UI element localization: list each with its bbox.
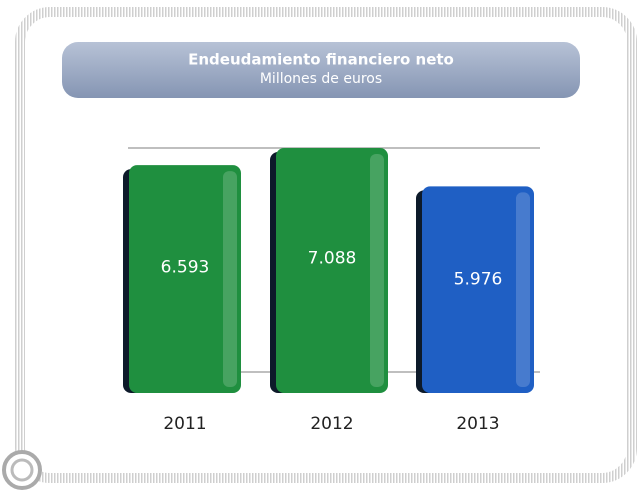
- value-label: 7.088: [308, 248, 357, 268]
- chart-title: Endeudamiento financiero neto: [188, 51, 454, 69]
- value-label: 6.593: [161, 258, 210, 278]
- bar: [129, 165, 241, 393]
- bar-highlight: [223, 171, 237, 387]
- bar-highlight: [516, 192, 530, 387]
- x-tick-label: 2013: [456, 414, 499, 434]
- bar: [276, 148, 388, 393]
- frame: [15, 7, 637, 483]
- corner-ring: [10, 458, 34, 482]
- header: [62, 42, 580, 98]
- bar-highlight: [370, 154, 384, 387]
- value-label: 5.976: [454, 269, 503, 289]
- bar: [422, 186, 534, 393]
- x-tick-label: 2012: [310, 414, 353, 434]
- chart-subtitle: Millones de euros: [260, 71, 382, 87]
- x-tick-label: 2011: [163, 414, 206, 434]
